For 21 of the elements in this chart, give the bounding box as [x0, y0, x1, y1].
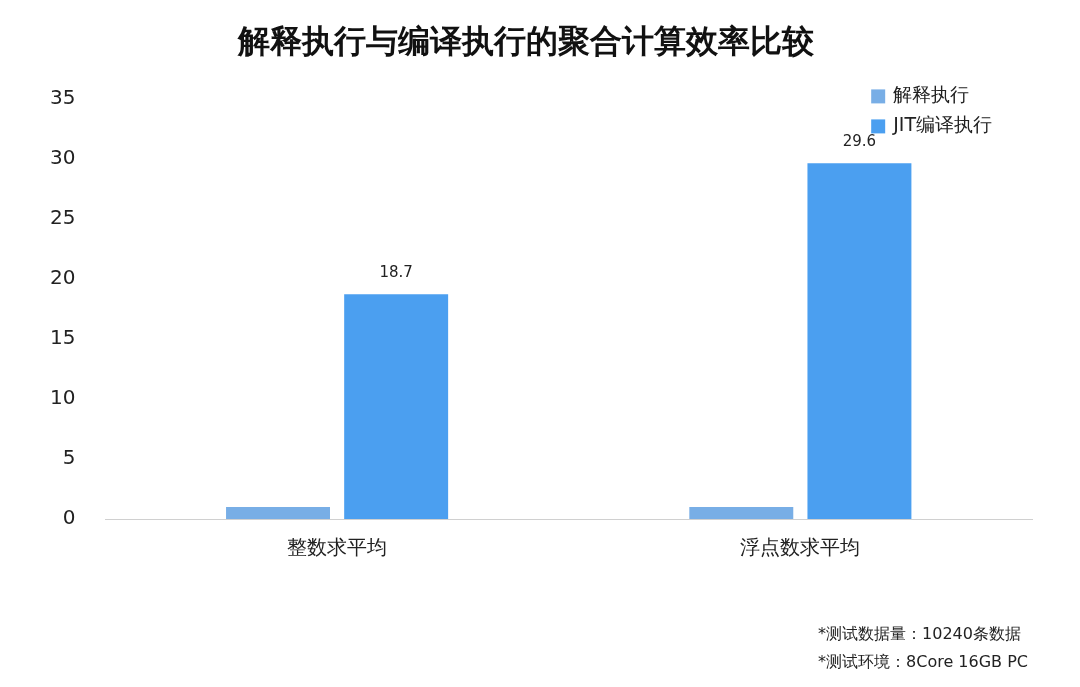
chart-title: 解释执行与编译执行的聚合计算效率比较 — [237, 21, 815, 60]
text: *测试环境：8Core 16GB PC — [818, 651, 1028, 673]
legend-label: 解释执行 — [893, 83, 970, 106]
bar — [344, 294, 449, 519]
legend-label: JIT编译执行 — [892, 113, 993, 136]
y-tick-label: 25 — [50, 204, 76, 229]
bar — [807, 163, 912, 519]
y-tick-label: 30 — [50, 144, 76, 169]
x-tick-label: 整数求平均 — [287, 535, 388, 560]
y-tick-label: 5 — [62, 445, 76, 470]
y-tick-label: 15 — [50, 324, 76, 349]
x-tick-label: 浮点数求平均 — [740, 535, 861, 560]
y-tick-label: 20 — [50, 264, 76, 289]
bar — [689, 506, 794, 519]
data-label: 29.6 — [842, 131, 877, 150]
bar — [226, 506, 330, 519]
text: *测试数据量：10240条数据 — [818, 623, 1022, 645]
data-label: 18.7 — [379, 262, 413, 281]
y-tick-label: 10 — [50, 385, 76, 410]
y-tick-label: 0 — [62, 505, 76, 530]
y-tick-label: 35 — [50, 84, 76, 109]
